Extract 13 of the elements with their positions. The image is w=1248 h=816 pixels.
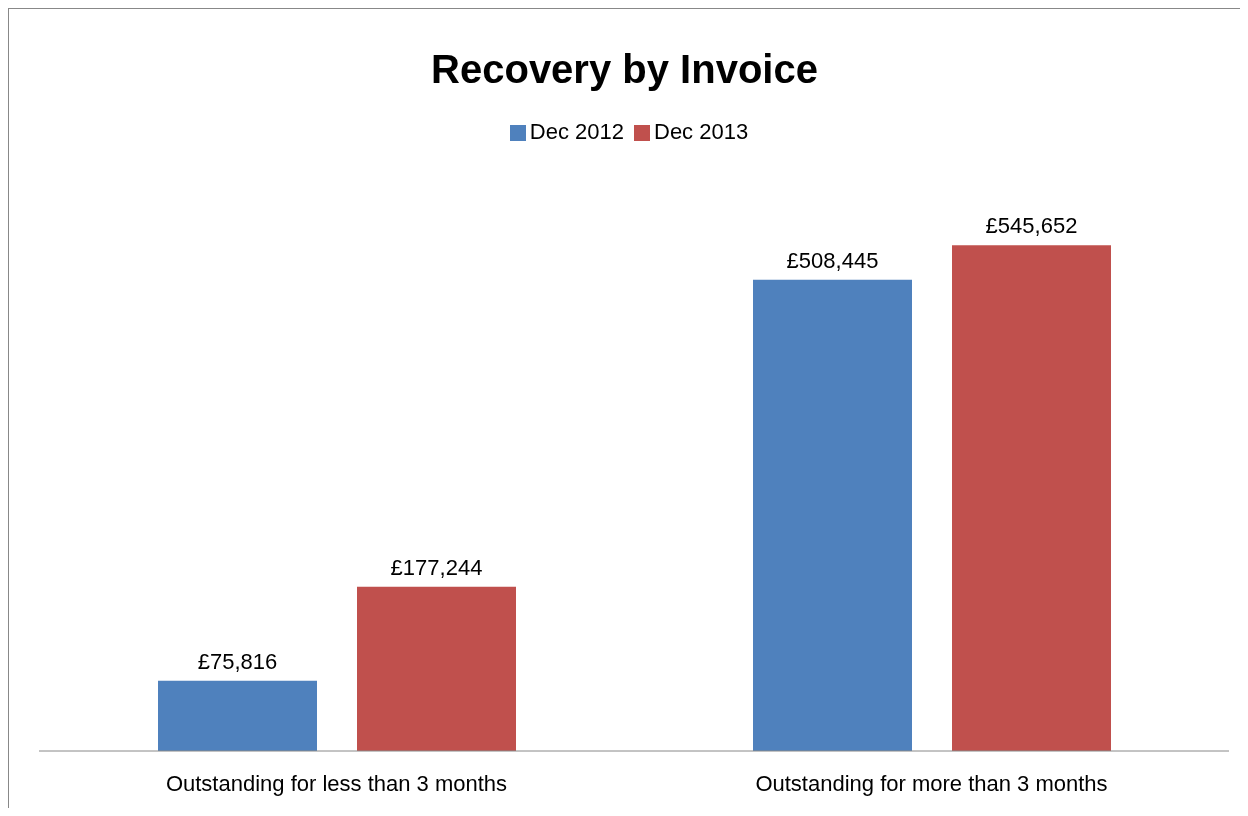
bar	[952, 245, 1111, 751]
x-tick-label: Outstanding for more than 3 months	[755, 770, 1108, 796]
bar	[357, 586, 516, 751]
data-label: £508,445	[786, 247, 879, 273]
bar	[753, 279, 912, 751]
data-label: £75,816	[197, 648, 278, 674]
chart-title: Recovery by Invoice	[430, 47, 819, 92]
legend-label: Dec 2012	[529, 119, 624, 144]
bar	[158, 680, 317, 751]
legend-label: Dec 2013	[654, 119, 749, 144]
data-label: £177,244	[390, 554, 483, 580]
x-tick-label: Outstanding for less than 3 months	[165, 770, 508, 796]
data-label: £545,652	[985, 213, 1078, 239]
